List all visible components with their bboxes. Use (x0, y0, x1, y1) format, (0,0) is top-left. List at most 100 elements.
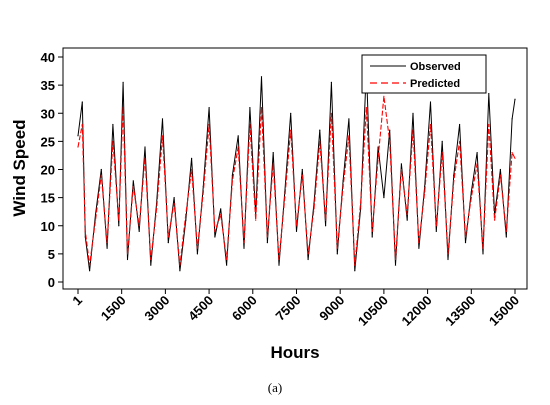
data-point-predicted (132, 185, 134, 187)
y-tick-label: 0 (48, 275, 55, 290)
data-point-predicted (453, 180, 455, 182)
data-point-predicted (191, 168, 193, 171)
data-point-predicted (499, 174, 501, 176)
data-point-observed (470, 191, 472, 193)
data-point-predicted (301, 174, 303, 176)
data-point-predicted (476, 163, 478, 165)
data-point-observed (226, 264, 228, 266)
data-point-observed (231, 174, 233, 176)
data-point-predicted (122, 107, 124, 109)
data-point-predicted (325, 219, 327, 221)
data-point-predicted (284, 197, 286, 199)
x-tick-label: 13500 (442, 293, 478, 329)
data-point-predicted (266, 236, 268, 238)
data-point-predicted (144, 157, 146, 159)
data-point-predicted (81, 123, 83, 126)
data-point-predicted (488, 123, 490, 126)
data-point-observed (161, 118, 164, 120)
y-axis: 0 5 10 15 20 25 30 35 40 (41, 50, 63, 290)
data-point-observed (167, 242, 169, 244)
y-tick-label: 40 (41, 50, 55, 65)
data-point-observed (132, 180, 134, 182)
data-point-observed (179, 270, 181, 272)
data-point-observed (406, 219, 408, 221)
data-point-observed (112, 123, 114, 126)
data-point-observed (336, 253, 338, 255)
x-tick-label: 3000 (141, 293, 172, 324)
data-point-predicted (89, 264, 91, 266)
data-point-observed (459, 123, 461, 126)
data-point-observed (464, 242, 467, 244)
data-point-predicted (494, 219, 496, 221)
data-point-predicted (237, 146, 239, 148)
x-tick-label: 1 (69, 293, 85, 309)
data-point-predicted (447, 253, 449, 255)
data-point-observed (220, 208, 222, 210)
data-point-observed (266, 242, 268, 244)
data-point-predicted (505, 230, 507, 232)
data-point-predicted (84, 230, 86, 232)
data-point-predicted (441, 152, 443, 154)
data-point-observed (400, 163, 402, 165)
data-point-predicted (220, 213, 222, 216)
data-point-observed (208, 107, 210, 109)
data-point-predicted (249, 123, 251, 126)
data-point-predicted (514, 157, 516, 159)
data-point-predicted (429, 123, 432, 126)
data-point-predicted (383, 95, 385, 97)
data-point-observed (301, 168, 303, 171)
data-point-predicted (313, 208, 315, 210)
data-point-predicted (336, 247, 338, 249)
data-point-observed (185, 219, 187, 221)
data-point-predicted (278, 258, 280, 261)
data-point-predicted (173, 202, 175, 204)
data-point-observed (505, 236, 507, 238)
data-point-predicted (389, 140, 391, 142)
data-point-predicted (290, 129, 292, 131)
data-point-observed (488, 93, 490, 95)
data-point-observed (307, 258, 309, 261)
data-point-predicted (94, 219, 97, 221)
data-point-predicted (167, 236, 169, 238)
data-point-observed (249, 107, 251, 109)
data-point-observed (122, 81, 124, 83)
data-point-observed (418, 247, 420, 249)
data-point-observed (330, 81, 332, 83)
data-point-predicted (161, 135, 164, 137)
data-point-predicted (295, 225, 298, 227)
data-point-predicted (179, 264, 181, 266)
data-point-predicted (100, 174, 102, 176)
data-point-predicted (214, 230, 216, 232)
data-point-predicted (231, 180, 233, 182)
data-point-observed (196, 253, 198, 255)
series-layer (77, 67, 516, 272)
data-point-observed (77, 135, 79, 137)
data-point-predicted (342, 185, 344, 187)
data-point-predicted (406, 213, 408, 216)
data-point-predicted (226, 258, 228, 261)
data-point-predicted (400, 168, 402, 171)
x-tick-label: 4500 (185, 293, 216, 324)
data-point-observed (394, 264, 397, 266)
data-point-predicted (348, 135, 350, 137)
data-point-observed (435, 230, 437, 232)
data-point-observed (441, 140, 443, 142)
x-tick-label: 6000 (229, 293, 260, 324)
series-line-predicted (77, 96, 516, 266)
data-point-predicted (185, 213, 187, 216)
data-point-observed (447, 258, 449, 261)
data-point-observed (278, 264, 280, 266)
data-point-predicted (138, 225, 140, 227)
chart: 0 5 10 15 20 25 30 35 40 1 1500 3000 4500 6000 7500 90… (10, 47, 528, 362)
data-point-observed (118, 225, 120, 227)
data-point-observed (476, 152, 478, 154)
data-point-observed (150, 264, 152, 266)
data-point-observed (106, 247, 108, 249)
data-point-observed (389, 129, 391, 131)
legend-box (361, 54, 487, 94)
data-point-predicted (118, 219, 120, 221)
figure-caption: (a) (267, 380, 283, 395)
y-tick-label: 20 (41, 163, 55, 178)
data-point-predicted (126, 253, 129, 255)
data-point-observed (348, 118, 350, 120)
